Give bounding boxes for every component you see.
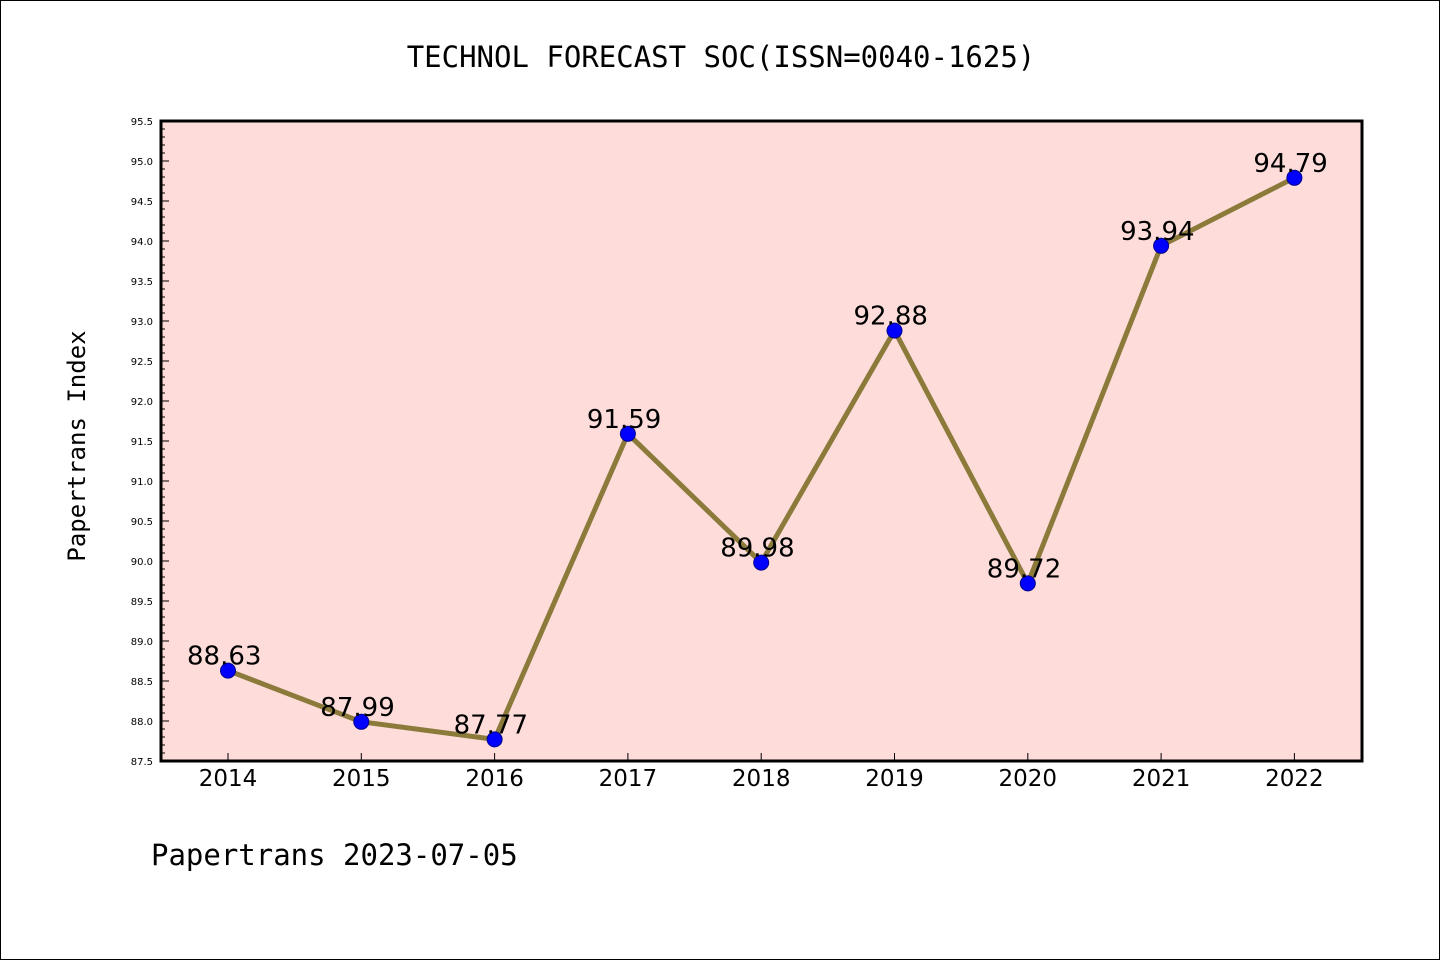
data-point-2019 xyxy=(886,322,903,339)
y-tick-label: 89.5 xyxy=(131,597,153,608)
y-tick-label: 93.0 xyxy=(131,317,153,328)
plot-border xyxy=(159,119,1364,763)
data-labels: 88.63 87.99 87.77 91.59 89.98 92.88 89.72 93.94… xyxy=(187,149,1328,741)
footer-text: Papertrans 2023-07-05 xyxy=(151,838,518,872)
data-label-2016: 87.77 xyxy=(454,710,528,740)
y-tick-label: 88.0 xyxy=(131,717,153,728)
data-point-2014 xyxy=(220,662,236,679)
y-tick-label: 92.0 xyxy=(131,397,153,408)
y-tick-label: 95.5 xyxy=(131,117,153,128)
y-tick-label: 88.5 xyxy=(131,677,153,688)
data-point-2016 xyxy=(486,731,503,748)
data-label-2018: 89.98 xyxy=(720,534,794,564)
data-label-2020: 89.72 xyxy=(987,554,1061,584)
y-tick-label: 92.5 xyxy=(131,357,153,368)
x-tick-label: 2019 xyxy=(865,766,924,792)
x-tick-label: 2017 xyxy=(599,766,658,792)
y-tick-label: 94.5 xyxy=(131,197,153,208)
data-label-2019: 92.88 xyxy=(854,302,928,332)
data-point-2015 xyxy=(353,713,370,730)
x-tick-label: 2020 xyxy=(999,766,1058,792)
plot-area xyxy=(161,121,1362,761)
y-tick-label: 89.0 xyxy=(131,637,153,648)
x-tick-label: 2014 xyxy=(199,766,258,792)
x-tick-label: 2018 xyxy=(732,766,791,792)
y-tick-label: 91.5 xyxy=(131,437,153,448)
data-point-2020 xyxy=(1019,575,1036,592)
data-label-2022: 94.79 xyxy=(1253,149,1327,179)
chart-title: TECHNOL FORECAST SOC(ISSN=0040-1625) xyxy=(407,40,1036,74)
data-label-2015: 87.99 xyxy=(320,693,394,723)
data-label-2021: 93.94 xyxy=(1120,217,1194,247)
data-point-2022 xyxy=(1286,169,1303,186)
x-tick-label: 2015 xyxy=(332,766,391,792)
y-tick-label: 90.5 xyxy=(131,517,153,528)
y-tick-label: 90.0 xyxy=(131,557,153,568)
y-tick-label: 87.5 xyxy=(131,757,153,768)
data-label-2014: 88.63 xyxy=(187,642,261,672)
y-tick-label: 93.5 xyxy=(131,277,153,288)
y-axis-label: Papertrans Index xyxy=(63,330,91,561)
x-axis: 2014 2015 2016 2017 2018 2019 2020 2021 2022 xyxy=(199,753,1324,792)
data-point-2021 xyxy=(1153,237,1170,254)
x-tick-label: 2016 xyxy=(465,766,524,792)
data-point-2018 xyxy=(753,554,770,571)
y-tick-label: 94.0 xyxy=(131,237,153,248)
x-tick-label: 2022 xyxy=(1265,766,1324,792)
y-tick-label: 95.0 xyxy=(131,157,153,168)
x-tick-label: 2021 xyxy=(1132,766,1191,792)
data-point-2017 xyxy=(619,425,636,442)
y-tick-label: 91.0 xyxy=(131,477,153,488)
data-label-2017: 91.59 xyxy=(587,405,661,435)
data-markers xyxy=(220,169,1303,748)
